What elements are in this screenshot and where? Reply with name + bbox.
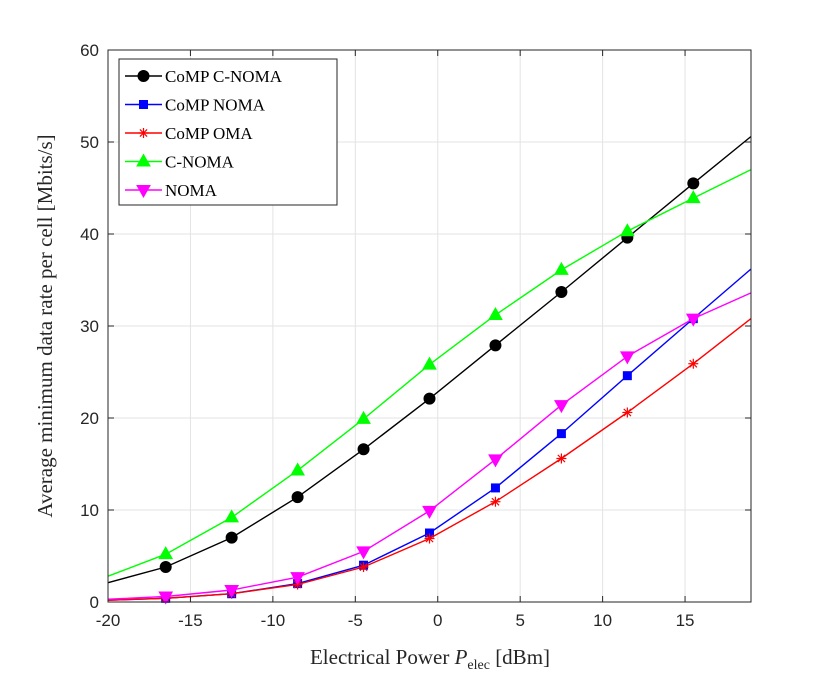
marker-asterisk <box>556 453 567 464</box>
marker-triangle-down <box>356 546 371 560</box>
marker-asterisk <box>490 496 501 507</box>
y-axis-label: Average minimum data rate per cell [Mbit… <box>33 134 57 517</box>
x-axis-label-unit: [dBm] <box>490 645 550 669</box>
y-tick-label: 0 <box>90 593 99 612</box>
series-layer <box>107 135 752 605</box>
marker-triangle-up <box>158 546 174 560</box>
x-tick-label: -15 <box>178 611 203 630</box>
legend-entry: CoMP NOMA <box>125 96 266 115</box>
x-axis-label-subscript: elec <box>467 658 490 673</box>
marker-triangle-up <box>488 306 503 320</box>
legend: CoMP C-NOMA CoMP NOMA CoMP OMA C-NOMA NOMA <box>118 58 338 206</box>
marker-circle <box>159 561 172 574</box>
asterisk-stroke <box>139 128 148 138</box>
marker-asterisk <box>688 358 699 369</box>
legend-entry: NOMA <box>125 181 218 200</box>
marker-triangle-down <box>619 351 635 365</box>
y-tick-label: 50 <box>80 133 99 152</box>
legend-label: NOMA <box>165 181 218 200</box>
marker-square <box>556 429 566 439</box>
marker-triangle-down <box>224 585 240 599</box>
marker-triangle-up <box>619 223 635 237</box>
marker-square <box>139 100 148 109</box>
marker-triangle-up <box>685 190 701 204</box>
legend-entry: C-NOMA <box>125 153 235 172</box>
marker-triangle-down <box>136 185 151 199</box>
asterisk-stroke <box>623 408 632 417</box>
marker-triangle-up <box>356 410 371 424</box>
marker-circle <box>291 491 304 504</box>
ticks: -20 -15 -10 -5 0 5 10 15 0 10 20 30 40 50 60 <box>80 41 751 630</box>
legend-label: C-NOMA <box>165 153 235 172</box>
marker-triangle-down <box>422 505 437 519</box>
y-tick-label: 30 <box>80 317 99 336</box>
marker-square <box>622 371 632 381</box>
marker-triangle-down <box>685 313 701 327</box>
marker-circle <box>555 285 568 298</box>
x-tick-label: 0 <box>433 611 442 630</box>
y-tick-label: 60 <box>80 41 99 60</box>
legend-entry: CoMP OMA <box>125 124 253 143</box>
x-axis-label-main: Electrical Power <box>310 645 455 669</box>
x-tick-label: -20 <box>96 611 121 630</box>
legend-entry: CoMP C-NOMA <box>125 67 283 86</box>
asterisk-stroke <box>557 454 566 463</box>
x-tick-label: -10 <box>261 611 286 630</box>
asterisk-stroke <box>491 497 500 506</box>
x-tick-label: -5 <box>348 611 363 630</box>
x-axis-label: Electrical Power Pelec [dBm] <box>310 645 550 673</box>
asterisk-stroke <box>359 563 368 572</box>
marker-asterisk <box>138 128 149 138</box>
y-tick-label: 20 <box>80 409 99 428</box>
x-tick-label: 5 <box>515 611 524 630</box>
legend-label: CoMP C-NOMA <box>165 67 283 86</box>
marker-circle <box>489 339 502 352</box>
marker-triangle-down <box>158 591 174 605</box>
marker-triangle-up <box>422 356 437 370</box>
marker-circle <box>137 70 150 82</box>
marker-circle <box>357 443 370 456</box>
legend-box <box>118 58 338 206</box>
marker-triangle-down <box>554 400 569 414</box>
x-tick-label: 10 <box>593 611 612 630</box>
asterisk-stroke <box>689 359 698 368</box>
marker-triangle-up <box>224 509 240 523</box>
marker-triangle-up <box>136 153 151 167</box>
marker-asterisk <box>358 562 369 573</box>
legend-label: CoMP NOMA <box>165 96 266 115</box>
marker-circle <box>225 531 238 544</box>
marker-circle <box>423 392 436 405</box>
marker-square <box>490 483 500 493</box>
asterisk-stroke <box>425 534 434 543</box>
marker-triangle-up <box>554 261 569 275</box>
x-tick-label: 15 <box>676 611 695 630</box>
marker-circle <box>687 177 700 190</box>
y-tick-label: 10 <box>80 501 99 520</box>
legend-label: CoMP OMA <box>165 124 253 143</box>
marker-triangle-down <box>488 454 503 468</box>
marker-asterisk <box>424 533 435 544</box>
marker-triangle-up <box>290 462 305 476</box>
series-noma <box>107 292 752 605</box>
series-c-noma <box>107 168 752 577</box>
marker-triangle-down <box>290 572 305 586</box>
marker-asterisk <box>622 407 633 418</box>
y-tick-label: 40 <box>80 225 99 244</box>
x-axis-label-symbol: P <box>454 645 468 669</box>
